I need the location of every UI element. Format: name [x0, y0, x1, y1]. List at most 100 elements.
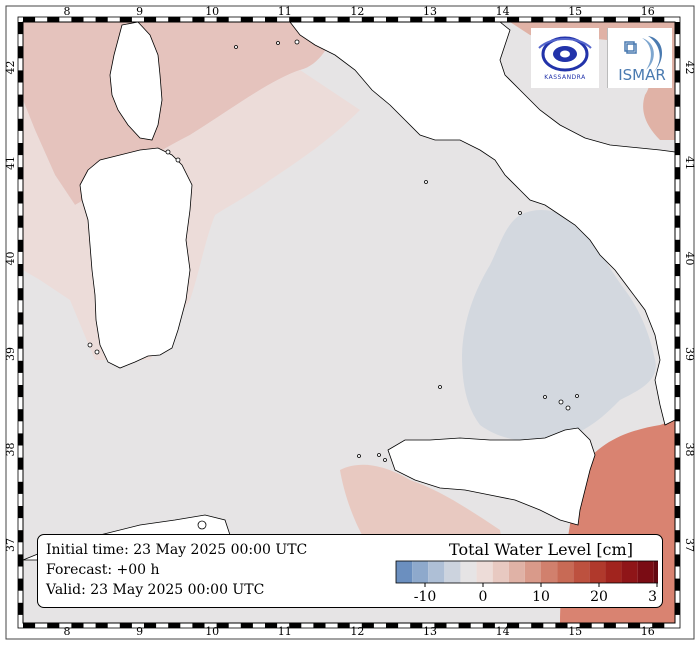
lon-tick-label-top: 9	[136, 5, 143, 18]
island-dot	[94, 349, 100, 355]
border-bar-bottom	[603, 623, 616, 628]
border-bar-left	[18, 46, 23, 59]
colorbar-tick-label: 30	[648, 589, 658, 605]
border-bar-right	[675, 143, 680, 156]
border-bar-left	[18, 167, 23, 180]
border-bar-right	[675, 191, 680, 204]
border-bar-bottom	[458, 623, 471, 628]
border-bar-left	[18, 530, 23, 543]
border-bar-right	[675, 336, 680, 349]
border-bar-top	[119, 17, 132, 22]
ismar-logo-graphic	[624, 36, 663, 73]
border-bar-top	[531, 17, 544, 22]
border-bar-right	[675, 360, 680, 373]
border-bar-top	[458, 17, 471, 22]
lat-tick-label-left: 39	[4, 347, 17, 361]
island-dot	[438, 385, 442, 389]
colorbar-swatch	[460, 561, 477, 583]
border-bar-left	[18, 385, 23, 398]
border-bar-bottom	[71, 623, 84, 628]
island-dot	[197, 520, 207, 530]
border-bar-top	[555, 17, 568, 22]
border-bar-bottom	[628, 623, 641, 628]
lat-tick-label-left: 42	[4, 61, 17, 75]
border-bar-left	[18, 191, 23, 204]
island-dot	[377, 453, 381, 457]
lat-tick-label-left: 40	[4, 252, 17, 266]
border-bar-bottom	[531, 623, 544, 628]
colorbar-swatch	[637, 561, 654, 583]
border-bar-top	[603, 17, 616, 22]
colorbar-swatch	[605, 561, 622, 583]
colorbar-swatch	[524, 561, 541, 583]
border-bar-left	[18, 22, 23, 35]
border-bar-left	[18, 118, 23, 131]
kassandra-logo: KASSANDRA	[531, 28, 599, 88]
lon-labels-bottom: 8 9 10 11 12 13 14 15 16	[64, 625, 655, 638]
negative-zone-tyrrhenian	[462, 210, 656, 442]
lat-tick-label-right: 42	[683, 61, 696, 75]
lon-tick-label-bottom: 9	[136, 625, 143, 638]
island-dot	[276, 41, 280, 45]
colorbar-swatch	[541, 561, 558, 583]
border-bar-right	[675, 385, 680, 398]
border-bar-right	[675, 433, 680, 446]
border-bar-left	[18, 457, 23, 470]
border-bar-left	[18, 94, 23, 107]
island-dot	[383, 458, 387, 462]
island-dot	[558, 399, 564, 405]
border-bar-right	[675, 530, 680, 543]
border-bar-right	[675, 215, 680, 228]
ismar-logo: ISMAR	[607, 28, 672, 88]
colorbar-swatch	[476, 561, 493, 583]
border-bar-bottom	[240, 623, 253, 628]
border-bar-bottom	[119, 623, 132, 628]
colorbar: -10 0 10 20 30	[395, 560, 658, 605]
colorbar-swatch	[428, 561, 445, 583]
kassandra-logo-graphic	[538, 36, 592, 72]
border-bar-top	[313, 17, 326, 22]
border-bar-left	[18, 360, 23, 373]
initial-time-text: Initial time: 23 May 2025 00:00 UTC	[46, 542, 308, 558]
lat-labels-left: 37 38 39 40 41 42	[4, 61, 17, 553]
border-bar-right	[675, 239, 680, 252]
corsica-island	[109, 21, 163, 141]
island-dot	[165, 149, 171, 155]
island-dot	[87, 342, 93, 348]
border-bar-left	[18, 215, 23, 228]
map-frame	[22, 21, 676, 624]
border-bar-left	[18, 554, 23, 567]
colorbar-tick-label: 0	[479, 589, 488, 605]
lon-tick-label-bottom: 14	[496, 625, 510, 638]
lon-tick-label-bottom: 13	[423, 625, 437, 638]
map-border	[17, 16, 681, 629]
border-bar-left	[18, 409, 23, 422]
lon-tick-label-bottom: 11	[278, 625, 292, 638]
colorbar-swatch	[492, 561, 509, 583]
border-bar-top	[628, 17, 641, 22]
lon-labels-top: 8 9 10 11 12 13 14 15 16	[64, 5, 655, 18]
border-bar-top	[95, 17, 108, 22]
lon-tick-label-bottom: 10	[205, 625, 219, 638]
island-dot	[294, 39, 300, 45]
colorbar-swatch	[508, 561, 525, 583]
border-bar-bottom	[313, 623, 326, 628]
border-bar-top	[216, 17, 229, 22]
lon-tick-label-top: 11	[278, 5, 292, 18]
border-bar-top	[71, 17, 84, 22]
border-bar-left	[18, 264, 23, 277]
border-bar-bottom	[289, 623, 302, 628]
lon-tick-label-top: 16	[641, 5, 655, 18]
border-bar-right	[675, 602, 680, 615]
colorbar-title: Total Water Level [cm]	[449, 540, 633, 559]
border-bar-right	[675, 554, 680, 567]
lon-tick-label-bottom: 16	[641, 625, 655, 638]
border-bar-bottom	[168, 623, 181, 628]
border-bar-top	[23, 17, 36, 22]
border-bar-right	[675, 457, 680, 470]
colorbar-swatch	[396, 561, 413, 583]
lon-tick-label-top: 8	[64, 5, 71, 18]
lon-tick-label-bottom: 8	[64, 625, 71, 638]
lon-tick-label-top: 12	[350, 5, 364, 18]
border-bar-right	[675, 312, 680, 325]
